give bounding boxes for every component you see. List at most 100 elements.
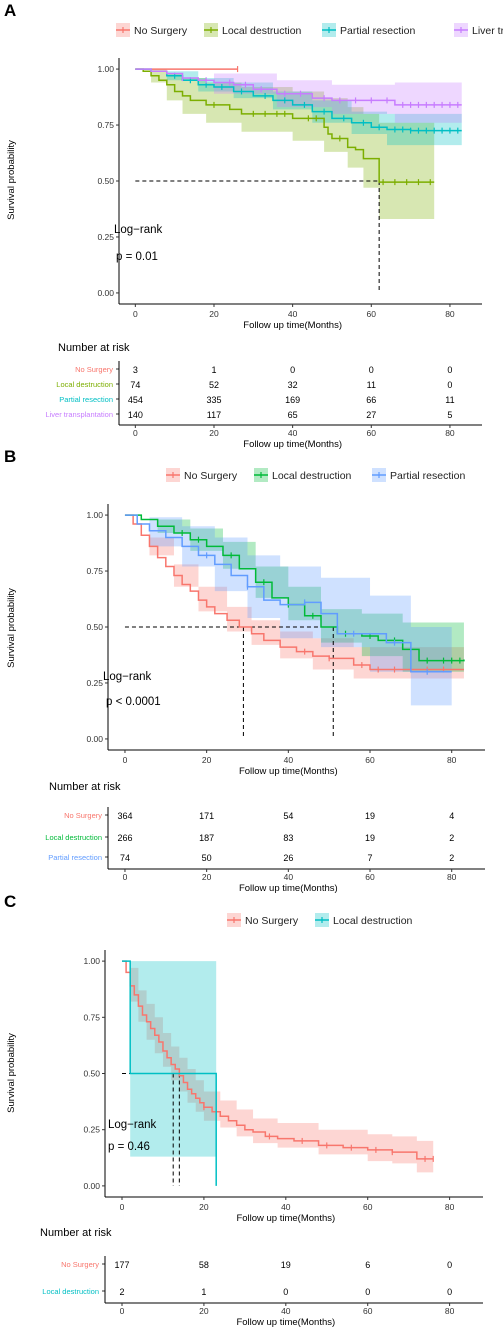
risk-value: 65 bbox=[288, 410, 298, 420]
risk-table-title: Number at risk bbox=[40, 1227, 112, 1239]
risk-x-tick-label: 40 bbox=[284, 872, 294, 882]
ci-band-local-destruction bbox=[135, 69, 435, 220]
risk-value: 74 bbox=[130, 380, 140, 390]
risk-row-label-no-surgery: No Surgery bbox=[75, 365, 113, 374]
y-tick-label: 0.50 bbox=[86, 622, 103, 632]
risk-value: 11 bbox=[367, 380, 376, 390]
survival-curve-local-destruction bbox=[135, 68, 435, 183]
risk-value: 58 bbox=[199, 1260, 209, 1270]
survival-curve-no-surgery bbox=[124, 514, 464, 671]
legend-label: Local destruction bbox=[222, 25, 302, 37]
risk-value: 2 bbox=[449, 833, 454, 843]
y-tick-label: 1.00 bbox=[83, 956, 100, 966]
risk-value: 2 bbox=[120, 1287, 125, 1297]
risk-value: 0 bbox=[283, 1287, 288, 1297]
y-tick-label: 0.50 bbox=[83, 1069, 100, 1079]
risk-row-label-local-destruction: Local destruction bbox=[42, 1287, 99, 1296]
y-tick-label: 0.75 bbox=[83, 1012, 100, 1022]
legend-label: No Surgery bbox=[245, 915, 299, 927]
risk-table-title: Number at risk bbox=[58, 342, 130, 354]
x-axis-label: Follow up time(Months) bbox=[243, 320, 342, 331]
x-tick-label: 0 bbox=[120, 1202, 125, 1212]
logrank-annotation: Log−rank bbox=[114, 224, 163, 236]
risk-x-tick-label: 60 bbox=[367, 428, 377, 438]
panel-label: A bbox=[4, 1, 16, 20]
risk-x-tick-label: 20 bbox=[199, 1306, 209, 1316]
x-tick-label: 40 bbox=[284, 755, 294, 765]
y-tick-label: 0.00 bbox=[86, 734, 103, 744]
risk-value: 6 bbox=[365, 1260, 370, 1270]
logrank-annotation: p = 0.01 bbox=[116, 251, 158, 263]
risk-value: 27 bbox=[366, 410, 376, 420]
risk-value: 7 bbox=[368, 853, 373, 863]
risk-value: 454 bbox=[128, 395, 143, 405]
x-tick-label: 20 bbox=[209, 309, 219, 319]
y-tick-label: 0.25 bbox=[97, 232, 114, 242]
risk-value: 4 bbox=[449, 811, 454, 821]
x-axis-label: Follow up time(Months) bbox=[239, 766, 338, 777]
y-tick-label: 0.75 bbox=[86, 566, 103, 576]
risk-row-label-liver-transplantation: Liver transplantation bbox=[45, 410, 113, 419]
risk-table: Number at risk No Surgery 3 1 0 0 0 Local destr… bbox=[45, 342, 482, 450]
x-axis-label: Follow up time(Months) bbox=[236, 1213, 335, 1224]
risk-value: 54 bbox=[283, 811, 293, 821]
y-tick-label: 0.25 bbox=[86, 678, 103, 688]
y-tick-label: 0.50 bbox=[97, 176, 114, 186]
panel-label: B bbox=[4, 447, 16, 466]
ci-band-partial-resection bbox=[124, 515, 452, 706]
legend-label: Local destruction bbox=[272, 470, 352, 482]
risk-value: 2 bbox=[449, 853, 454, 863]
risk-value: 19 bbox=[281, 1260, 291, 1270]
risk-x-tick-label: 80 bbox=[447, 872, 457, 882]
risk-value: 26 bbox=[283, 853, 293, 863]
risk-row-label-local-destruction: Local destruction bbox=[45, 833, 102, 842]
risk-value: 0 bbox=[365, 1287, 370, 1297]
legend-item-no-surgery: No Surgery bbox=[166, 468, 238, 482]
risk-row-label-local-destruction: Local destruction bbox=[56, 380, 113, 389]
y-tick-label: 1.00 bbox=[97, 64, 114, 74]
risk-value: 52 bbox=[209, 380, 219, 390]
risk-value: 0 bbox=[369, 365, 374, 375]
survival-curve-liver-transplantation bbox=[135, 68, 462, 106]
y-tick-label: 1.00 bbox=[86, 510, 103, 520]
y-axis-label: Survival probability bbox=[6, 588, 17, 668]
risk-value: 0 bbox=[447, 365, 452, 375]
x-tick-label: 20 bbox=[199, 1202, 209, 1212]
risk-x-tick-label: 40 bbox=[281, 1306, 291, 1316]
risk-x-axis-label: Follow up time(Months) bbox=[239, 883, 338, 894]
legend-label: No Surgery bbox=[134, 25, 188, 37]
legend-label: Partial resection bbox=[340, 25, 415, 37]
x-tick-label: 40 bbox=[288, 309, 298, 319]
risk-value: 83 bbox=[283, 833, 293, 843]
risk-value: 169 bbox=[285, 395, 300, 405]
legend-item-partial-resection: Partial resection bbox=[322, 23, 415, 37]
risk-row-label-no-surgery: No Surgery bbox=[64, 811, 102, 820]
legend-label: No Surgery bbox=[184, 470, 238, 482]
risk-value: 364 bbox=[117, 811, 132, 821]
x-tick-label: 40 bbox=[281, 1202, 291, 1212]
risk-value: 66 bbox=[366, 395, 376, 405]
risk-value: 0 bbox=[447, 1260, 452, 1270]
risk-value: 11 bbox=[445, 395, 454, 405]
risk-x-tick-label: 20 bbox=[202, 872, 212, 882]
legend-item-liver-transplantation: Liver transplantation bbox=[454, 23, 503, 37]
legend-item-local-destruction: Local destruction bbox=[204, 23, 302, 37]
legend-item-no-surgery: No Surgery bbox=[116, 23, 188, 37]
risk-value: 1 bbox=[201, 1287, 206, 1297]
risk-x-tick-label: 20 bbox=[209, 428, 219, 438]
y-tick-label: 0.25 bbox=[83, 1125, 100, 1135]
risk-value: 335 bbox=[206, 395, 221, 405]
risk-value: 32 bbox=[288, 380, 298, 390]
risk-value: 266 bbox=[117, 833, 132, 843]
risk-value: 50 bbox=[202, 853, 212, 863]
risk-row-label-no-surgery: No Surgery bbox=[61, 1260, 99, 1269]
legend-label: Partial resection bbox=[390, 470, 465, 482]
risk-x-tick-label: 40 bbox=[288, 428, 298, 438]
x-tick-label: 60 bbox=[363, 1202, 373, 1212]
risk-value: 19 bbox=[365, 811, 375, 821]
risk-value: 0 bbox=[447, 1287, 452, 1297]
risk-value: 3 bbox=[133, 365, 138, 375]
legend-item-no-surgery: No Surgery bbox=[227, 913, 299, 927]
